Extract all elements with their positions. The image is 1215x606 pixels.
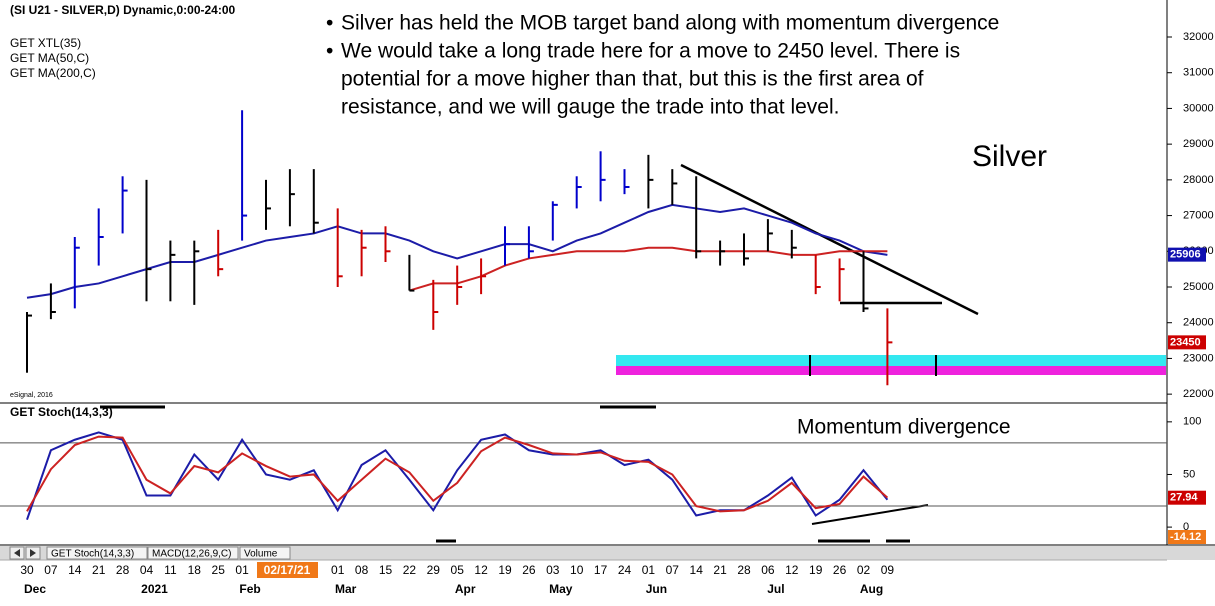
x-tick-label: 11 (164, 563, 177, 577)
x-tick-label: 08 (355, 563, 369, 577)
cursor-date: 02/17/21 (264, 563, 311, 577)
x-tick-label: 21 (713, 563, 727, 577)
x-tick-label: 28 (116, 563, 130, 577)
series-line (26, 435, 889, 513)
x-tick-label: 12 (474, 563, 488, 577)
month-label: Feb (239, 582, 260, 596)
y-tick-label: 32000 (1183, 31, 1214, 43)
value-badge (1168, 490, 1206, 505)
x-tick-label: 15 (379, 563, 393, 577)
x-tick-label: 30 (20, 563, 34, 577)
scroll-arrows (14, 549, 36, 557)
month-label: Apr (455, 582, 476, 596)
value-badge-label: -14.12 (1170, 531, 1201, 543)
month-label: Dec (24, 582, 46, 596)
note-line: resistance, and we will gauge the trade … (341, 96, 839, 119)
x-tick-label: 05 (451, 563, 465, 577)
value-badge-label: 27.94 (1170, 492, 1198, 504)
y-tick-label: 100 (1183, 416, 1201, 428)
value-badge-label: 25906 (1170, 249, 1201, 261)
note-line: potential for a move higher than that, b… (341, 68, 924, 91)
y-tick-label: 27000 (1183, 209, 1214, 221)
month-label: May (549, 582, 573, 596)
tab[interactable] (239, 546, 291, 560)
x-tick-label: 09 (881, 563, 895, 577)
x-tick-label: 19 (498, 563, 512, 577)
credit: eSignal, 2016 (10, 392, 53, 399)
cursor-date-box (257, 562, 318, 578)
value-badge (1168, 247, 1206, 262)
x-tick-label: 26 (833, 563, 847, 577)
month-label: Jun (646, 582, 667, 596)
x-tick-label: 29 (427, 563, 441, 577)
x-tick-label: 01 (331, 563, 345, 577)
tab[interactable] (46, 546, 148, 560)
month-label: Jul (767, 582, 784, 596)
x-tick-label: 25 (212, 563, 226, 577)
value-badge (1168, 335, 1206, 350)
x-tick-label: 24 (618, 563, 632, 577)
y-tick-label: 23000 (1183, 352, 1214, 364)
study-label: GET XTL(35) (10, 36, 81, 50)
note-line: We would take a long trade here for a mo… (341, 40, 960, 63)
study-label: GET MA(50,C) (10, 51, 89, 65)
y-tick-label: 50 (1183, 468, 1195, 480)
x-tick-label: 22 (403, 563, 417, 577)
x-tick-label: 26 (522, 563, 536, 577)
x-tick-label: 12 (785, 563, 799, 577)
chart-title: (SI U21 - SILVER,D) Dynamic,0:00-24:00 (10, 3, 236, 17)
tab-label: Volume (244, 549, 278, 560)
series-line (409, 246, 888, 292)
pane-title: GET Stoch(14,3,3) (10, 405, 113, 419)
annotation: Momentum divergence (797, 416, 1011, 439)
x-tick-label: 01 (642, 563, 656, 577)
x-tick-label: 18 (188, 563, 202, 577)
y-tick-label: 0 (1183, 521, 1189, 533)
x-tick-label: 03 (546, 563, 560, 577)
y-tick-label: 29000 (1183, 138, 1214, 150)
x-tick-label: 07 (44, 563, 58, 577)
tab[interactable] (147, 546, 239, 560)
x-tick-label: 04 (140, 563, 154, 577)
x-tick-label: 10 (570, 563, 584, 577)
study-label: GET MA(200,C) (10, 66, 96, 80)
x-tick-label: 06 (761, 563, 775, 577)
divergence-line (811, 504, 929, 525)
trend-line (680, 163, 979, 316)
x-tick-label: 01 (235, 563, 249, 577)
chart-label: Silver (972, 140, 1047, 173)
target-band-upper (616, 355, 1166, 366)
bullet: • (326, 40, 333, 63)
y-tick-label: 28000 (1183, 174, 1214, 186)
month-label: 2021 (141, 582, 168, 596)
x-tick-label: 14 (690, 563, 704, 577)
y-tick-label: 25000 (1183, 281, 1214, 293)
y-tick-label: 30000 (1183, 102, 1214, 114)
x-tick-label: 07 (666, 563, 680, 577)
x-tick-label: 28 (737, 563, 751, 577)
x-tick-label: 02 (857, 563, 871, 577)
y-tick-label: 22000 (1183, 388, 1214, 400)
y-tick-label: 31000 (1183, 67, 1214, 79)
month-label: Aug (860, 582, 883, 596)
y-tick-label: 24000 (1183, 317, 1214, 329)
x-tick-label: 14 (68, 563, 82, 577)
x-tick-label: 17 (594, 563, 608, 577)
target-band-lower (616, 366, 1166, 375)
tab-bar (0, 546, 1215, 560)
month-label: Mar (335, 582, 357, 596)
tab-label: GET Stoch(14,3,3) (51, 549, 134, 560)
tab-label: MACD(12,26,9,C) (152, 549, 231, 560)
value-badge (1168, 530, 1206, 544)
x-tick-label: 19 (809, 563, 823, 577)
value-badge-label: 23450 (1170, 336, 1201, 348)
x-tick-label: 21 (92, 563, 106, 577)
note-line: Silver has held the MOB target band alon… (341, 12, 999, 35)
bullet: • (326, 12, 333, 35)
